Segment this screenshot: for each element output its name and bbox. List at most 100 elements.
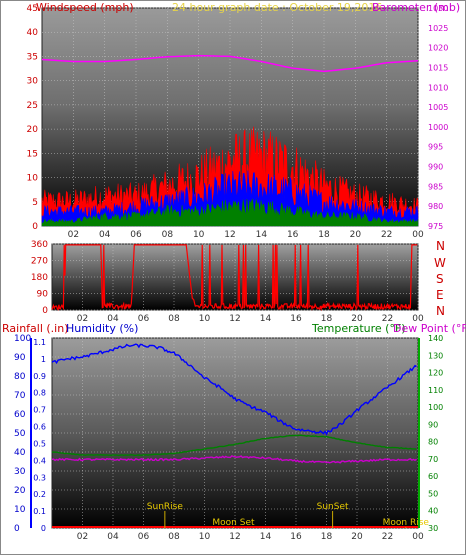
right-tick-label: 1000 [428,123,448,132]
rainfall-tick-label: 0.3 [33,473,46,482]
x-tick-label: 08 [162,230,174,240]
gust-series [41,170,419,227]
x-tick-label: 16 [290,532,302,542]
x-tick-label: 08 [168,314,180,324]
rainfall-label: Rainfall (.in) [2,322,69,335]
x-tick-label: 02 [77,532,88,542]
x-tick-label: 12 [224,230,235,240]
y-tick-label: 5 [32,198,38,208]
right-tick-label: 985 [428,182,443,191]
right-tick-label: 1020 [428,44,448,53]
x-tick-label: 12 [229,314,240,324]
x-tick-label: 20 [350,230,362,240]
right-tick-label: 80 [428,438,438,447]
y-tick-label: 0 [42,306,48,316]
y-tick-label: 100 [14,334,31,344]
rainfall-tick-label: 0.6 [33,423,46,432]
right-tick-label: 90 [428,420,438,429]
rainfall-tick-label: 0.8 [33,389,46,398]
x-tick-label: 04 [107,314,119,324]
x-tick-label: 18 [321,532,333,542]
x-tick-label: 16 [287,230,299,240]
y-tick-label: 30 [14,467,26,477]
y-tick-label: 180 [31,273,48,283]
x-tick-label: 06 [138,532,150,542]
temperature-series [51,434,417,457]
rainfall-tick-label: 0.4 [33,456,46,465]
direction-label-n-top: N [436,239,445,253]
right-tick-label: 140 [428,334,443,343]
y-tick-label: 60 [14,410,26,420]
windspeed-series [41,126,419,227]
rainfall-tick-label: 0.1 [33,507,46,516]
right-tick-label: 1025 [428,24,448,33]
windspeed-label: Windspeed (mph) [36,1,134,14]
y-tick-label: 360 [31,240,48,250]
rainfall-tick-label: 0.9 [33,372,46,381]
x-tick-label: 14 [256,230,268,240]
chart-marks [41,54,419,528]
x-tick-label: 20 [351,532,363,542]
x-tick-label: 18 [318,230,330,240]
dewpoint-series [51,454,417,464]
direction-label-e: E [436,288,444,302]
x-tick-label: 10 [199,532,211,542]
x-tick-label: 00 [412,532,424,542]
tick-labels: 02 04 06 08 10 12 14 16 18 20 22 004540353025201510… [14,4,448,542]
sunrise-label: SunRise [147,502,184,512]
x-tick-label: 04 [99,230,111,240]
direction-label-w: W [434,256,446,270]
right-tick-label: 30 [428,524,438,533]
x-tick-label: 14 [260,314,272,324]
x-tick-label: 06 [130,230,142,240]
gridlines [42,7,419,529]
barometer-label: Barometer (mb) [372,1,460,14]
x-tick-label: 10 [193,230,205,240]
y-tick-label: 0 [14,524,20,534]
humidity-label: Humidity (%) [66,322,138,335]
average-series [41,198,419,227]
y-tick-label: 0 [32,222,38,232]
x-tick-label: 22 [382,532,393,542]
right-tick-label: 995 [428,143,443,152]
sunset-label: SunSet [317,502,349,512]
right-tick-label: 70 [428,455,438,464]
right-tick-label: 1010 [428,83,448,92]
right-tick-label: 990 [428,163,443,172]
y-tick-label: 35 [27,52,38,62]
rainfall-tick-label: 1.1 [33,338,46,347]
x-tick-label: 00 [412,314,424,324]
y-tick-label: 25 [27,101,38,111]
right-tick-label: 60 [428,472,438,481]
rainfall-tick-label: 0.2 [33,490,46,499]
x-tick-label: 16 [290,314,302,324]
y-tick-label: 90 [14,353,26,363]
right-tick-label: 1005 [428,103,448,112]
y-tick-label: 40 [27,28,39,38]
y-tick-label: 20 [27,125,39,135]
right-tick-label: 100 [428,403,443,412]
humidity-series [51,343,417,436]
moonrise-label: Moon Rise [383,518,430,528]
y-tick-label: 45 [27,4,38,14]
rainfall-tick-label: 1 [41,355,46,364]
y-tick-label: 70 [14,391,26,401]
right-tick-label: 50 [428,489,438,498]
right-tick-label: 110 [428,386,443,395]
rainfall-tick-label: 0.5 [33,439,46,448]
direction-label-n-bottom: N [436,304,445,318]
y-tick-label: 15 [27,149,38,159]
right-tick-label: 1015 [428,63,448,72]
rainfall-tick-label: 0.7 [33,406,46,415]
x-tick-label: 00 [412,230,424,240]
y-tick-label: 50 [14,429,26,439]
dewpoint-label: Dew Point (°F) [393,322,466,335]
y-tick-label: 20 [14,486,26,496]
x-tick-label: 04 [107,532,119,542]
y-tick-label: 80 [14,372,26,382]
x-tick-label: 12 [229,532,240,542]
y-tick-label: 90 [37,290,49,300]
x-tick-label: 14 [260,532,272,542]
x-tick-label: 06 [138,314,150,324]
